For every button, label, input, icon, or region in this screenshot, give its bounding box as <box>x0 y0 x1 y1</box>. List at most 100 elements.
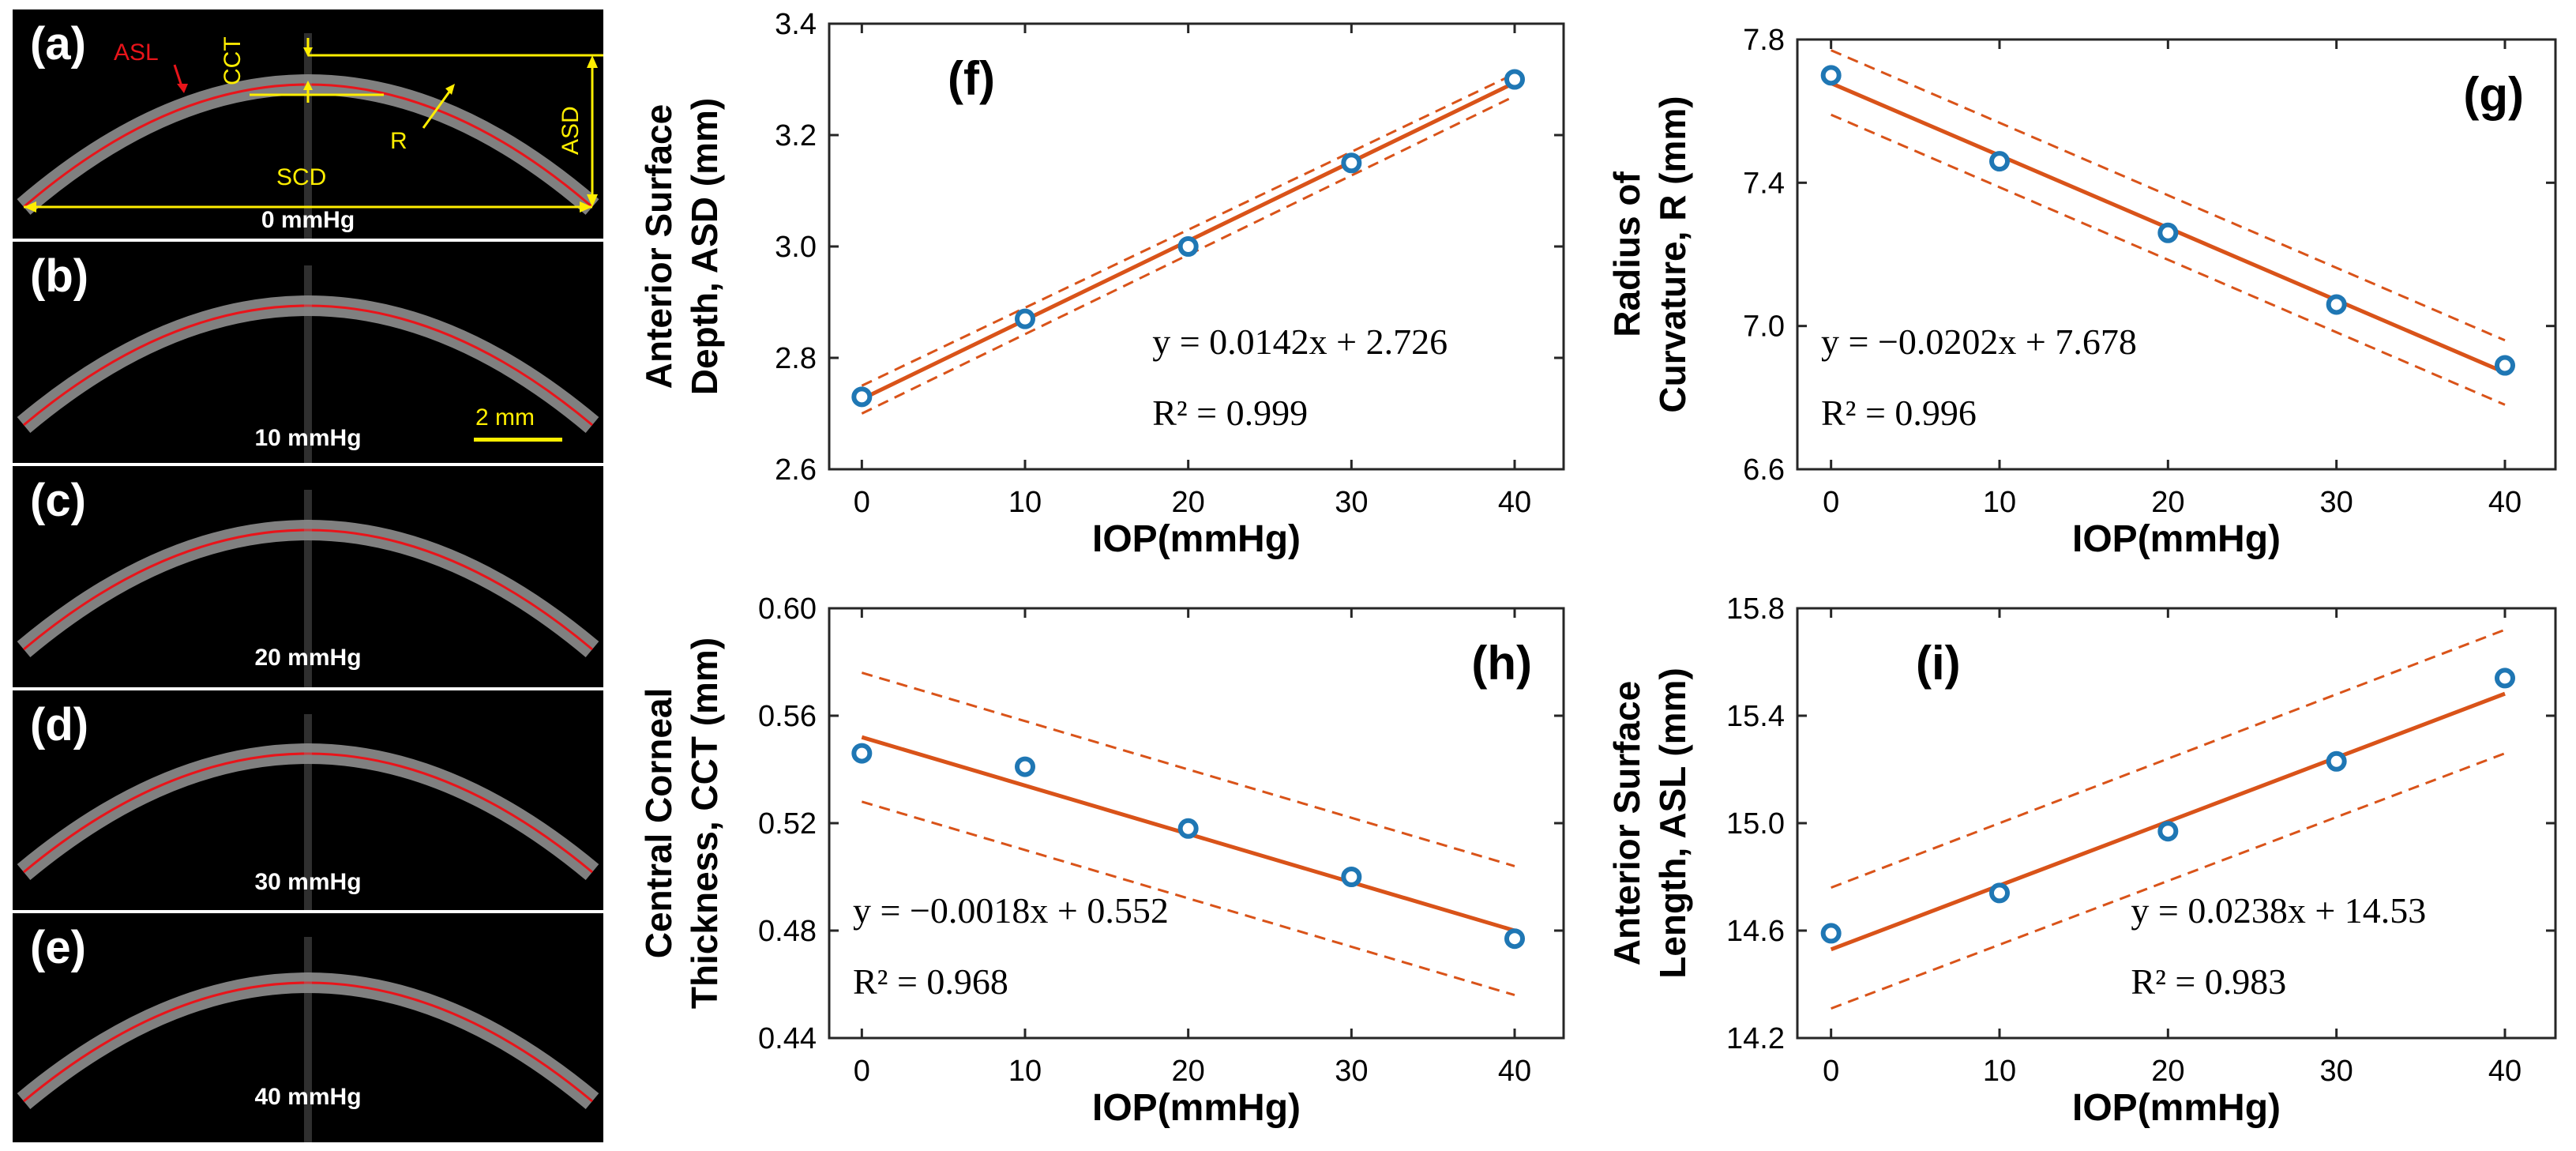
confidence-lower <box>1831 752 2506 1010</box>
data-point <box>1177 818 1199 839</box>
pressure-label-c: 20 mmHg <box>254 645 362 671</box>
panel-letter-d: (d) <box>30 699 89 750</box>
panel-letter: (f) <box>948 52 995 105</box>
data-point <box>2157 821 2179 842</box>
cornea-image <box>17 490 599 687</box>
y-axis-label: Depth, ASD (mm) <box>684 98 725 396</box>
oct-image-column: (a) ASL CCT R ASD SCD 0 mmHg (b) 2 mm 10… <box>0 0 608 1151</box>
r-squared: R² = 0.999 <box>1152 393 1308 433</box>
x-tick-label: 40 <box>1498 1055 1531 1088</box>
scale-bar-label: 2 mm <box>475 404 535 431</box>
y-tick-label: 0.60 <box>758 592 817 626</box>
x-tick-label: 20 <box>2151 486 2184 519</box>
cornea-image <box>17 937 599 1142</box>
panel-letter-e: (e) <box>30 922 86 973</box>
oct-panel-b: (b) 2 mm 10 mmHg <box>13 242 603 463</box>
x-tick-label: 0 <box>854 486 870 519</box>
data-point <box>2495 355 2515 376</box>
y-axis-label: Radius of <box>1606 171 1647 337</box>
y-tick-label: 2.6 <box>775 453 817 487</box>
x-tick-label: 20 <box>2151 1055 2184 1088</box>
y-axis-label: Central Corneal <box>638 688 679 959</box>
y-tick-label: 15.0 <box>1726 807 1785 841</box>
chart-h: 0 10 20 30 40 0.44 0.48 0.52 0.56 0.60 IOP(mmHg) Ce… <box>638 592 1565 1129</box>
x-tick-label: 40 <box>1498 486 1531 519</box>
y-tick-label: 14.2 <box>1726 1022 1785 1055</box>
y-axis-label: Curvature, R (mm) <box>1652 96 1693 412</box>
y-tick-label: 3.4 <box>775 8 817 41</box>
x-tick-label: 0 <box>1823 1055 1839 1088</box>
x-tick-label: 40 <box>2488 1055 2522 1088</box>
fit-equation: y = 0.0142x + 2.726 <box>1152 322 1448 362</box>
y-tick-label: 0.56 <box>758 700 817 733</box>
r-squared: R² = 0.983 <box>2131 961 2286 1002</box>
x-axis-label: IOP(mmHg) <box>2072 518 2281 560</box>
y-tick-label: 0.48 <box>758 915 817 948</box>
confidence-upper <box>861 671 1515 867</box>
cornea-image <box>17 265 599 463</box>
cornea-image <box>17 714 599 910</box>
x-tick-label: 30 <box>1335 486 1368 519</box>
confidence-upper <box>1831 628 2506 890</box>
pressure-label-d: 30 mmHg <box>254 869 362 895</box>
oct-panel-e: (e) 40 mmHg <box>13 913 603 1142</box>
confidence-upper <box>1831 49 2506 342</box>
x-tick-label: 30 <box>2320 486 2353 519</box>
data-point <box>2157 222 2179 243</box>
data-point <box>1504 69 1525 90</box>
y-tick-label: 3.2 <box>775 119 817 152</box>
data-point <box>1989 882 2010 904</box>
y-tick-label: 2.8 <box>775 342 817 375</box>
x-tick-label: 30 <box>1335 1055 1368 1088</box>
y-tick-label: 0.44 <box>758 1022 817 1055</box>
y-tick-label: 15.4 <box>1726 700 1785 733</box>
r-squared: R² = 0.996 <box>1821 393 1977 433</box>
x-tick-label: 0 <box>1823 486 1839 519</box>
fit-equation: y = −0.0202x + 7.678 <box>1821 322 2137 362</box>
data-point <box>1341 152 1362 174</box>
chart-f: 0 10 20 30 40 2.6 2.8 3.0 3.2 3.4 IOP(mmHg) Anterio… <box>638 8 1565 560</box>
chart-g: 0 10 20 30 40 6.6 7.0 7.4 7.8 IOP(mmHg) Radius of C… <box>1606 24 2557 560</box>
x-tick-label: 20 <box>1172 1055 1205 1088</box>
y-axis-label: Thickness, CCT (mm) <box>684 638 725 1009</box>
data-point <box>1015 308 1035 329</box>
data-point <box>1504 928 1525 950</box>
asl-label: ASL <box>114 39 159 66</box>
r-squared: R² = 0.968 <box>853 961 1008 1002</box>
y-tick-label: 6.6 <box>1743 453 1785 487</box>
confidence-upper <box>861 73 1515 387</box>
data-point <box>2495 668 2515 689</box>
scd-label: SCD <box>276 164 327 190</box>
x-tick-label: 0 <box>854 1055 870 1088</box>
panel-letter-a: (a) <box>30 18 86 70</box>
oct-panel-a: (a) ASL CCT R ASD SCD 0 mmHg <box>13 9 603 239</box>
data-point <box>851 386 873 408</box>
x-tick-label: 10 <box>1983 1055 2016 1088</box>
oct-panel-c: (c) 20 mmHg <box>13 466 603 687</box>
panel-letter-c: (c) <box>30 475 86 526</box>
x-tick-label: 30 <box>2320 1055 2353 1088</box>
y-axis-label: Anterior Surface <box>1606 681 1647 965</box>
plot-frame <box>1796 607 2557 1040</box>
panel-letter: (g) <box>2463 68 2524 121</box>
y-tick-label: 0.52 <box>758 807 817 841</box>
y-axis-label: Length, ASL (mm) <box>1652 668 1693 979</box>
data-point <box>2326 750 2347 772</box>
fit-equation: y = −0.0018x + 0.552 <box>853 890 1169 931</box>
cornea-image <box>17 33 603 239</box>
panel-letter-b: (b) <box>30 250 89 302</box>
scale-bar <box>474 438 562 442</box>
y-axis-label: Anterior Surface <box>638 104 679 389</box>
panel-letter: (i) <box>1916 637 1961 690</box>
confidence-lower <box>861 95 1515 415</box>
chart-i: 0 10 20 30 40 14.2 14.6 15.0 15.4 15.8 IOP(mmHg) An… <box>1606 592 2557 1129</box>
x-tick-label: 10 <box>1008 1055 1042 1088</box>
plot-frame <box>1796 38 2557 471</box>
x-axis-label: IOP(mmHg) <box>1092 518 1301 560</box>
panel-letter: (h) <box>1471 637 1532 690</box>
x-tick-label: 10 <box>1008 486 1042 519</box>
x-axis-label: IOP(mmHg) <box>2072 1087 2281 1129</box>
y-tick-label: 7.8 <box>1743 24 1785 57</box>
y-tick-label: 7.4 <box>1743 167 1785 200</box>
